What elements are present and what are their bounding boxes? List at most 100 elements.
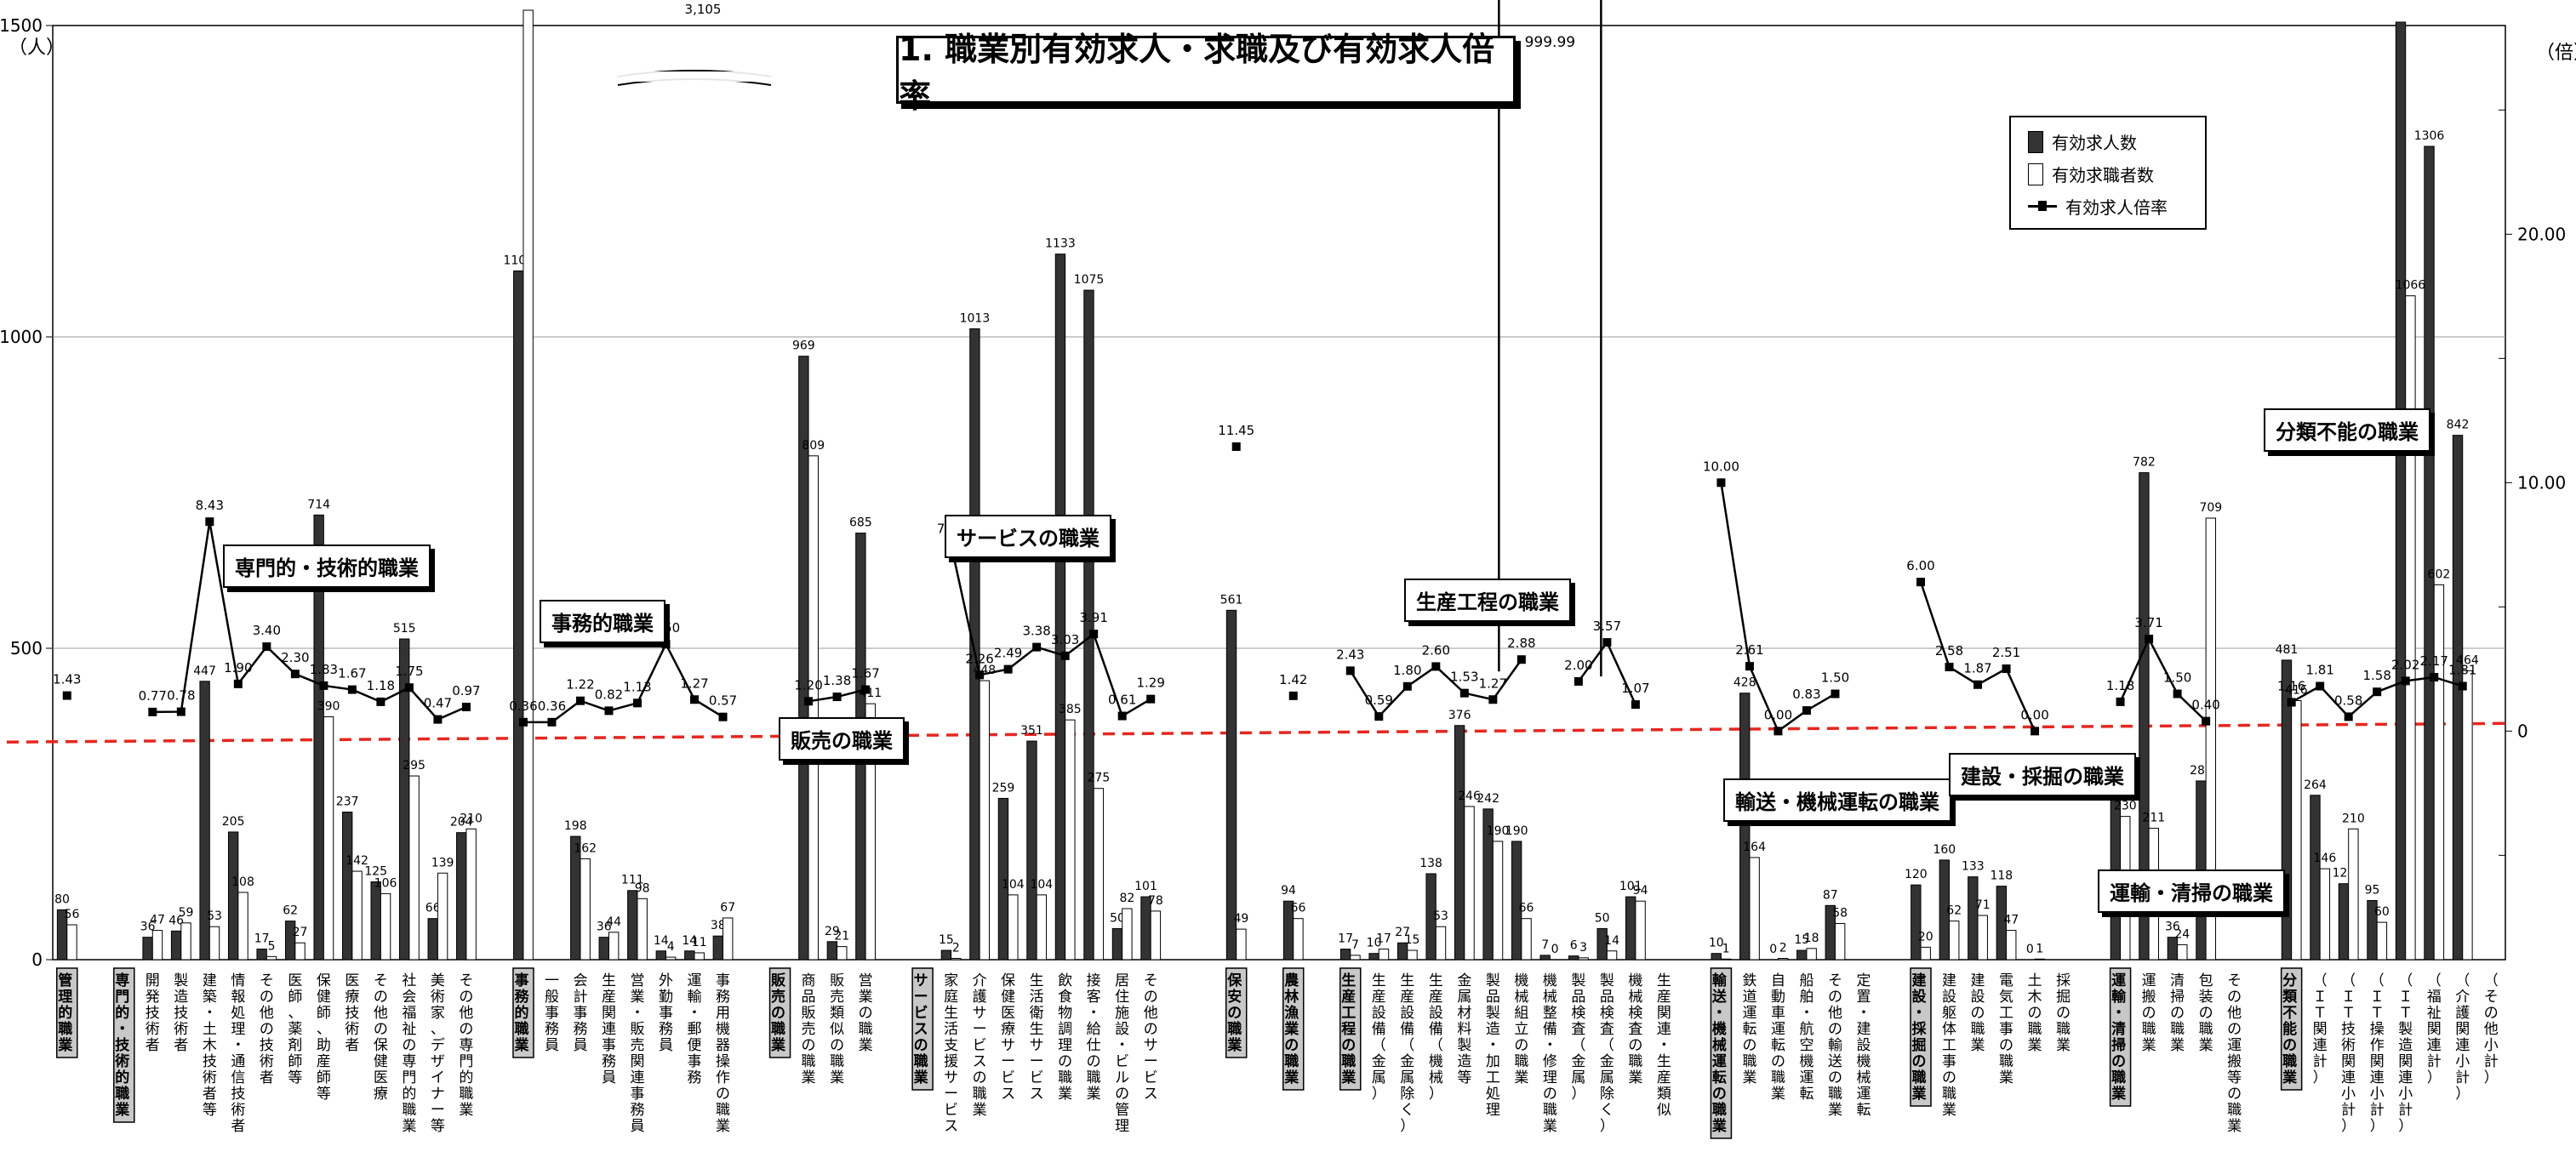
- svg-text:職: 職: [1341, 1052, 1356, 1070]
- svg-text:程: 程: [1341, 1021, 1356, 1038]
- svg-text:職: 職: [1227, 1020, 1242, 1038]
- svg-text:築: 築: [203, 989, 217, 1006]
- svg-text:生: 生: [1030, 972, 1044, 989]
- ratio-point: [2287, 698, 2296, 707]
- svg-text:理: 理: [58, 989, 72, 1006]
- ratio-label: 1.38: [823, 673, 851, 688]
- category-callout: 建設・採掘の職業: [1949, 753, 2136, 796]
- svg-text:属: 属: [1372, 1069, 1386, 1086]
- svg-text:の: の: [1144, 989, 1158, 1006]
- svg-text:（: （: [1571, 1037, 1585, 1054]
- svg-text:理: 理: [1058, 1037, 1072, 1054]
- svg-text:関: 関: [2370, 1053, 2385, 1070]
- bar-seekers-label: 0: [1551, 943, 1559, 956]
- svg-text:小: 小: [2341, 1086, 2356, 1103]
- bar-seekers-label: 809: [802, 439, 825, 453]
- ratio-point: [2202, 716, 2211, 726]
- svg-text:ス: ス: [944, 1118, 958, 1135]
- ratio-label: 0.40: [2191, 698, 2219, 713]
- svg-text:計: 計: [2455, 1069, 2470, 1086]
- ratio-spike-label: 999.99: [1525, 34, 1575, 51]
- ratio-point: [1574, 676, 1583, 686]
- svg-text:（: （: [2341, 972, 2356, 989]
- svg-text:設: 設: [1429, 1005, 1443, 1022]
- svg-text:機: 機: [1712, 1020, 1727, 1038]
- svg-text:・: ・: [630, 1005, 644, 1022]
- svg-text:業: 業: [2142, 1037, 2156, 1054]
- svg-text:機: 機: [1514, 972, 1528, 989]
- svg-text:小: 小: [2370, 1086, 2385, 1103]
- bar-seekers-label: 14: [1604, 934, 1619, 948]
- ratio-point: [404, 683, 414, 693]
- bar-seekers: [1150, 910, 1162, 961]
- svg-text:処: 処: [231, 1005, 245, 1022]
- svg-text:販: 販: [830, 972, 844, 989]
- svg-text:Ｔ: Ｔ: [2313, 1005, 2328, 1022]
- svg-text:の: の: [771, 1005, 785, 1022]
- bar-openings-label: 259: [992, 781, 1015, 795]
- svg-text:職: 職: [859, 1021, 873, 1038]
- ratio-point: [376, 697, 386, 706]
- svg-text:、: 、: [288, 1005, 302, 1022]
- svg-text:・: ・: [203, 1005, 217, 1022]
- ratio-point: [2031, 727, 2040, 736]
- svg-text:務: 務: [659, 1021, 673, 1038]
- bar-openings-label: 7: [1541, 938, 1549, 952]
- svg-text:務: 務: [514, 988, 529, 1006]
- x-tick-label: 製造技術者製造技術者: [174, 972, 188, 1054]
- svg-text:・: ・: [1712, 1005, 1727, 1022]
- bar-seekers: [2405, 295, 2416, 961]
- svg-text:職: 職: [514, 1020, 528, 1038]
- x-tick-label: 建設の職業建設の職業: [1971, 972, 1985, 1054]
- svg-text:製: 製: [1486, 972, 1500, 989]
- svg-text:備: 備: [1543, 1021, 1557, 1038]
- ratio-point: [832, 693, 842, 702]
- category-header-label: 輸送・機械運転の職業輸送・機械運転の職業: [1710, 967, 1733, 1139]
- svg-text:医: 医: [1001, 1005, 1015, 1022]
- svg-text:技: 技: [345, 1005, 359, 1022]
- ratio-label: 8.43: [196, 498, 224, 513]
- bar-seekers-label: 27: [293, 926, 308, 939]
- svg-text:の: の: [914, 1037, 928, 1054]
- bar-seekers: [2348, 828, 2359, 961]
- svg-text:）: ）: [2313, 1069, 2328, 1086]
- bar-seekers-label: 2: [952, 942, 960, 955]
- bar-seekers-label: 146: [2314, 852, 2337, 865]
- svg-text:ー: ー: [431, 1102, 445, 1119]
- svg-text:属: 属: [1400, 1069, 1414, 1086]
- svg-text:連: 連: [2455, 1037, 2470, 1054]
- svg-text:ビ: ビ: [1001, 1069, 1015, 1086]
- ratio-point: [2002, 664, 2011, 674]
- svg-text:開: 開: [146, 972, 160, 989]
- svg-text:門: 門: [115, 989, 129, 1006]
- category-header-label: 販売の職業販売の職業: [768, 967, 791, 1058]
- svg-text:の: の: [1514, 1037, 1528, 1054]
- svg-text:事: 事: [573, 1005, 587, 1022]
- svg-text:サ: サ: [1144, 1037, 1158, 1054]
- ratio-label: 1.50: [2163, 670, 2191, 686]
- bar-openings-label: 447: [193, 664, 216, 678]
- bar-openings-label: 1013: [960, 311, 991, 325]
- svg-text:者: 者: [146, 1037, 160, 1054]
- svg-text:施: 施: [1115, 1005, 1129, 1022]
- svg-text:検: 検: [1571, 1005, 1585, 1022]
- left-axis-unit: （人）: [9, 37, 66, 59]
- bar-seekers-label: 2: [1779, 942, 1787, 955]
- svg-text:関: 関: [630, 1053, 644, 1070]
- bar-seekers-label: 106: [374, 876, 397, 890]
- svg-text:機: 機: [1856, 1053, 1871, 1070]
- bar-openings-label: 10: [1709, 937, 1724, 950]
- svg-text:師: 師: [288, 1053, 302, 1070]
- svg-text:生: 生: [1657, 972, 1671, 989]
- bar-seekers: [1749, 857, 1760, 961]
- bar-openings: [456, 832, 467, 961]
- ratio-point: [1003, 664, 1013, 674]
- bar-seekers-label: 230: [2114, 800, 2137, 813]
- svg-text:活: 活: [1030, 989, 1044, 1006]
- bar-openings-label: 198: [564, 819, 587, 833]
- svg-text:職: 職: [2282, 1052, 2297, 1070]
- svg-text:・: ・: [1912, 1005, 1927, 1022]
- svg-text:技: 技: [115, 1036, 130, 1054]
- svg-text:員: 員: [602, 1069, 616, 1086]
- bar-seekers-label: 17: [1376, 932, 1391, 946]
